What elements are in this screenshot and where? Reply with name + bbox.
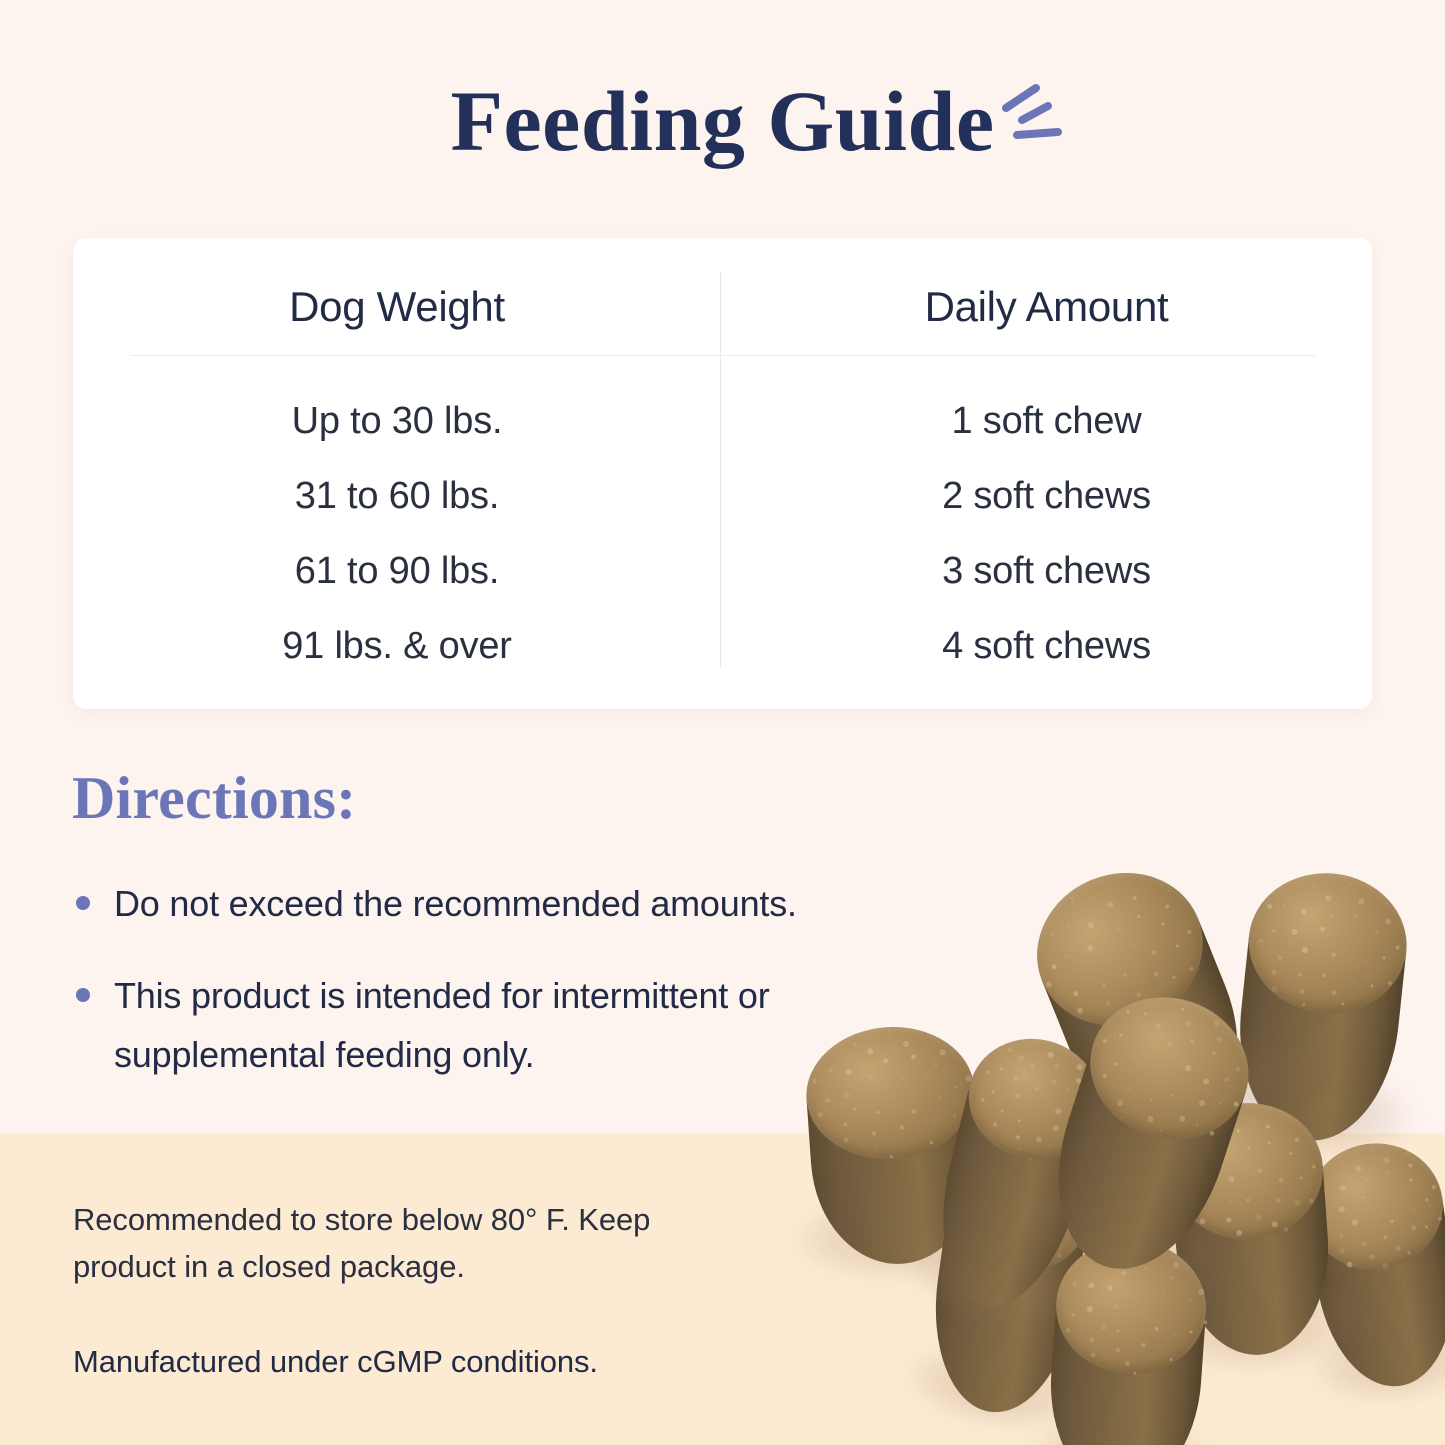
column-daily-amount: Daily Amount 1 soft chew 2 soft chews 3 … [721,238,1372,683]
direction-text: This product is intended for intermitten… [114,975,770,1075]
gmp-note: Manufactured under cGMP conditions. [73,1344,598,1379]
direction-text: Do not exceed the recommended amounts. [114,883,797,924]
table-cell-amount: 2 soft chews [942,474,1151,517]
table-cell-amount: 4 soft chews [942,624,1151,667]
list-item: Do not exceed the recommended amounts. [72,875,972,933]
storage-note: Recommended to store below 80° F. Keep p… [73,1202,651,1285]
page-title: Feeding Guide [450,73,995,169]
directions-list: Do not exceed the recommended amounts. T… [72,875,972,1118]
bullet-dot-icon [76,896,90,910]
bullet-dot-icon [76,988,90,1003]
column-header-daily-amount: Daily Amount [924,283,1169,330]
table-cell-amount: 1 soft chew [951,399,1142,442]
column-header-dog-weight: Dog Weight [289,283,505,330]
table-cell-weight: 31 to 60 lbs. [294,474,500,517]
column-divider [720,272,721,668]
daily-amount-values: 1 soft chew 2 soft chews 3 soft chews 4 … [942,383,1151,683]
dog-weight-values: Up to 30 lbs. 31 to 60 lbs. 61 to 90 lbs… [282,383,512,683]
list-item: This product is intended for intermitten… [72,967,972,1084]
table-cell-weight: 61 to 90 lbs. [294,549,500,592]
header-divider [130,355,1315,356]
table-cell-weight: 91 lbs. & over [282,624,512,667]
table-cell-weight: Up to 30 lbs. [291,399,503,442]
feeding-guide-card: Dog Weight Up to 30 lbs. 31 to 60 lbs. 6… [73,238,1372,709]
title-area: Feeding Guide [0,66,1445,176]
table-cell-amount: 3 soft chews [942,549,1151,592]
column-dog-weight: Dog Weight Up to 30 lbs. 31 to 60 lbs. 6… [73,238,721,683]
directions-heading: Directions: [72,765,357,831]
sparkle-lines-icon [1002,84,1062,139]
